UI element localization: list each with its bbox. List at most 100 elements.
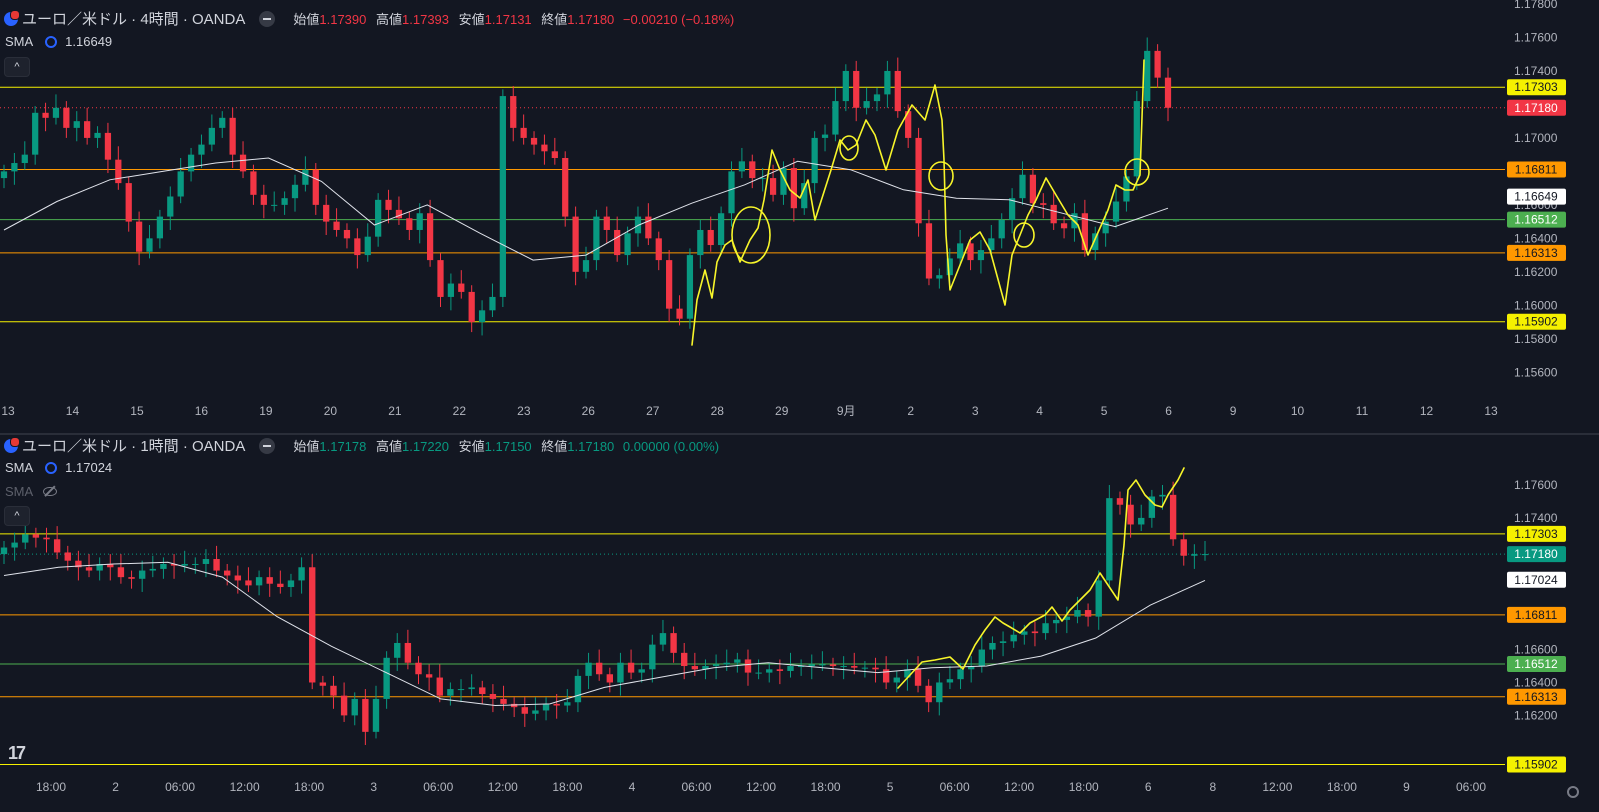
candle-body: [819, 664, 826, 666]
candle-body: [1008, 198, 1016, 220]
x-tick-label: 18:00: [36, 780, 66, 794]
candle-body: [882, 669, 890, 683]
candle-body: [192, 563, 199, 565]
candle-body: [499, 96, 506, 297]
chevron-up-icon[interactable]: ^: [4, 57, 30, 77]
collapse-glyph: ^: [14, 510, 20, 522]
x-tick-label: 12:00: [488, 780, 518, 794]
x-tick-label: 3: [370, 780, 377, 794]
candle-body: [11, 163, 18, 172]
candle-body: [63, 107, 70, 128]
sma-settings-icon[interactable]: [45, 35, 58, 48]
legend-header-1h: ユーロ／米ドル · 1時間 · OANDA 始値1.17178 高値1.1722…: [4, 435, 719, 456]
sma-line: [3, 561, 1206, 707]
candle-body: [989, 642, 996, 650]
candle-body: [842, 70, 849, 102]
candle-body: [840, 666, 847, 668]
pane-divider[interactable]: [0, 433, 1599, 435]
candle-body: [75, 560, 82, 568]
candle-body: [32, 112, 39, 155]
candle-body: [1133, 101, 1140, 177]
price-badge: [1507, 313, 1566, 330]
candle-body: [734, 659, 741, 663]
candle-body: [681, 652, 688, 667]
chevron-up-icon[interactable]: ^: [4, 506, 30, 526]
candle-body: [489, 694, 497, 699]
minus-icon[interactable]: [259, 437, 276, 454]
candle-body: [489, 296, 496, 311]
candle-body: [281, 198, 288, 205]
y-tick-label: 1.16200: [1514, 265, 1558, 279]
close-label: 終値: [541, 12, 568, 27]
candle-body: [291, 184, 299, 199]
sma-settings-icon[interactable]: [45, 461, 58, 474]
flag-eur-usd-icon: [4, 436, 20, 453]
candle-body: [766, 669, 773, 673]
x-tick-label: 11: [1356, 404, 1369, 418]
x-tick-label: 29: [775, 404, 789, 418]
symbol-title-4h[interactable]: ユーロ／米ドル · 4時間 · OANDA: [22, 11, 246, 28]
sma-legend-1h[interactable]: SMA 1.17024: [5, 460, 112, 475]
candle-body: [375, 199, 382, 237]
price-badge-label: 1.17303: [1514, 527, 1558, 541]
candle-body: [1138, 517, 1145, 525]
candle-body: [510, 703, 518, 708]
sma-legend-4h[interactable]: SMA 1.16649: [5, 34, 112, 49]
candle-body: [946, 679, 954, 683]
freehand-circle: [1013, 222, 1035, 248]
candle-body: [614, 229, 621, 256]
x-tick-label: 2: [112, 780, 119, 794]
candle-body: [96, 563, 103, 571]
y-tick-label: 1.17600: [1514, 30, 1558, 44]
freehand-annotation: [691, 59, 1145, 346]
chart-pane-4h[interactable]: 1.15600 1.15800 1.16000 1.16200 1.16400 1.166…: [0, 0, 1599, 433]
x-tick-label: 18:00: [1327, 780, 1357, 794]
x-tick-label: 2: [907, 404, 914, 418]
candle-body: [872, 667, 879, 670]
candle-body: [593, 216, 600, 261]
high-label: 高値: [376, 439, 403, 454]
x-tick-label: 9: [1230, 404, 1237, 418]
chart-canvas-4h[interactable]: 1.15600 1.15800 1.16000 1.16200 1.16400 1.166…: [0, 0, 1599, 433]
candle-body: [790, 168, 797, 209]
candle-body: [755, 672, 762, 674]
x-tick-label: 18:00: [552, 780, 582, 794]
symbol-title-1h[interactable]: ユーロ／米ドル · 1時間 · OANDA: [22, 438, 246, 455]
candle-body: [728, 171, 735, 214]
y-tick-label: 1.15600: [1514, 365, 1558, 379]
candle-body: [585, 662, 592, 676]
candle-body: [198, 144, 205, 155]
minus-icon[interactable]: [259, 10, 276, 27]
candle-body: [1010, 634, 1017, 642]
candle-body: [260, 194, 267, 205]
candle-body: [811, 137, 818, 184]
candle-body: [863, 101, 870, 108]
candle-body: [115, 159, 122, 184]
sma-legend-1h-hidden[interactable]: SMA: [5, 484, 58, 499]
candle-body: [362, 698, 369, 732]
candle-body: [759, 178, 766, 180]
candle-body: [1191, 554, 1198, 556]
chart-canvas-1h[interactable]: 1.16200 1.16400 1.16600 1.17400 1.17600 18:00…: [0, 435, 1599, 812]
tradingview-logo[interactable]: 17: [8, 743, 26, 763]
candle-body: [394, 642, 401, 658]
chart-pane-1h[interactable]: 1.16200 1.16400 1.16600 1.17400 1.17600 18:00…: [0, 435, 1599, 812]
candle-body: [22, 534, 29, 543]
price-badge: [1507, 688, 1566, 705]
gear-icon[interactable]: [1567, 786, 1579, 798]
candle-body: [1164, 77, 1172, 108]
sma-label: SMA: [5, 460, 34, 475]
candle-body: [1102, 221, 1109, 234]
price-badge-label: 1.16313: [1514, 246, 1558, 260]
candle-body: [873, 94, 881, 102]
candle-body: [32, 534, 40, 538]
candle-body: [957, 669, 964, 680]
candle-body: [666, 260, 673, 309]
candle-body: [266, 577, 273, 584]
candle-body: [1060, 223, 1068, 229]
eye-hidden-icon[interactable]: [43, 487, 58, 496]
candle-body: [977, 250, 985, 261]
price-badge: [1507, 571, 1566, 588]
x-tick-label: 12:00: [1004, 780, 1034, 794]
candle-body: [323, 204, 330, 222]
